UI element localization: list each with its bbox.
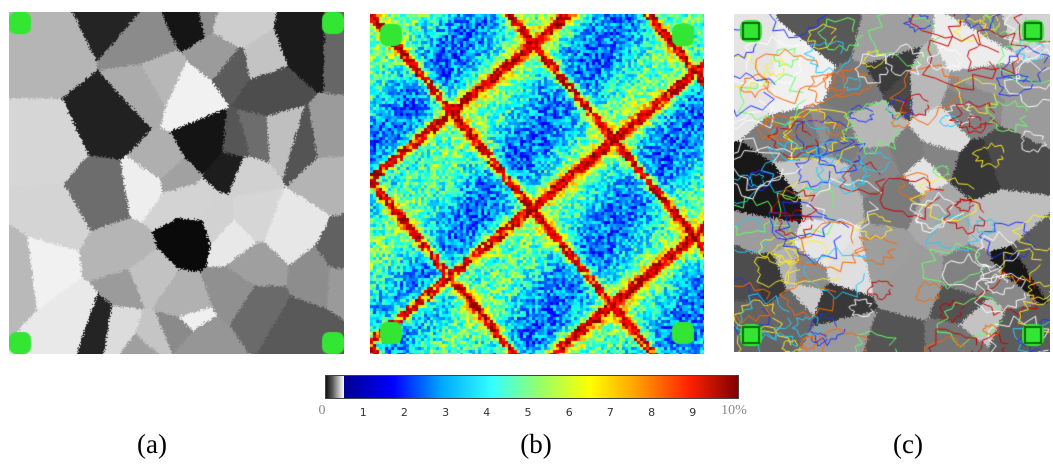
colorbar-gray-segment [326,376,344,398]
colorbar [325,375,741,401]
caption-b: (b) [520,429,552,459]
grain-map-image [9,12,344,354]
colorbar-tick-label: 6 [565,406,573,419]
colorbar-tick-label: 0 [318,403,326,418]
colorbar-tick-label: 5 [524,406,532,419]
strain-map-panel [370,14,704,354]
overlay-map-image [734,14,1050,352]
colorbar-tick-label: 4 [483,406,491,419]
colorbar-scale [325,375,739,399]
colorbar-tick-label: 8 [648,406,656,419]
grain-map-panel [9,12,344,354]
caption-c: (c) [893,429,923,459]
colorbar-tick-label: 7 [606,406,614,419]
colorbar-tick-label: 2 [400,406,408,419]
colorbar-tick-label: 3 [442,406,450,419]
colorbar-tick-label: 10% [721,403,747,418]
colorbar-tick-label: 1 [359,406,367,419]
overlay-map-panel [734,14,1050,352]
colorbar-tick-label: 9 [689,406,697,419]
colorbar-jet-segment [344,376,738,398]
caption-a: (a) [137,429,167,459]
strain-map-image [370,14,704,354]
